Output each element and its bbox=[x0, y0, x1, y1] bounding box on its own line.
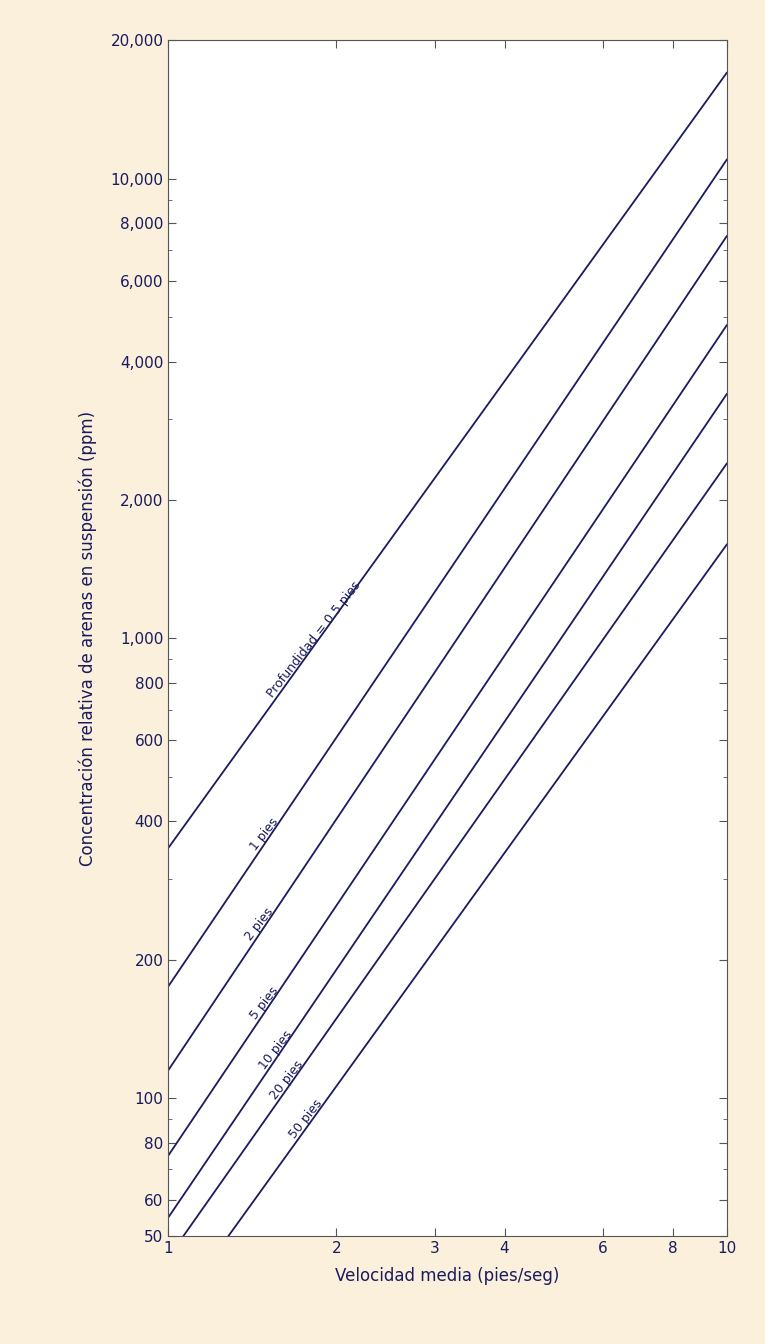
Text: 2 pies: 2 pies bbox=[243, 906, 276, 943]
Text: 1 pies: 1 pies bbox=[248, 816, 282, 853]
Text: 50 pies: 50 pies bbox=[287, 1097, 325, 1141]
Text: 5 pies: 5 pies bbox=[248, 984, 282, 1021]
Text: 10 pies: 10 pies bbox=[256, 1028, 295, 1073]
Text: Profundidad = 0.5 pies: Profundidad = 0.5 pies bbox=[265, 579, 363, 700]
Y-axis label: Concentración relativa de arenas en suspensión (ppm): Concentración relativa de arenas en susp… bbox=[78, 411, 96, 866]
X-axis label: Velocidad media (pies/seg): Velocidad media (pies/seg) bbox=[335, 1267, 560, 1285]
Text: 20 pies: 20 pies bbox=[268, 1058, 306, 1102]
